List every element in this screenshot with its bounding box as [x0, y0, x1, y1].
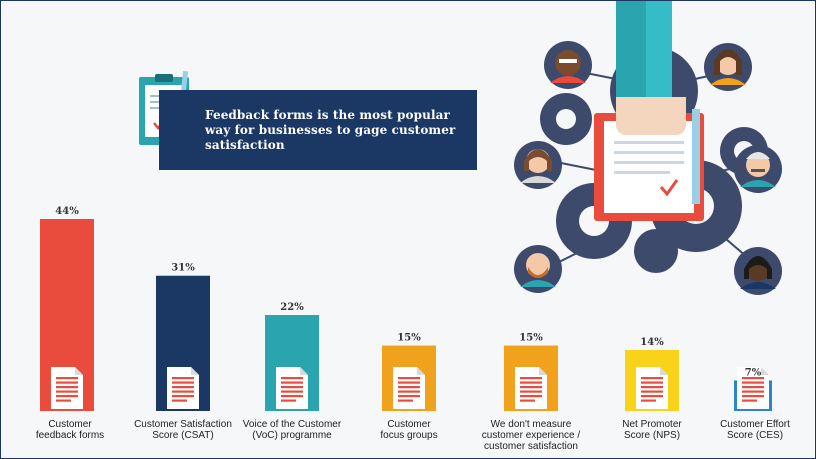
category-label: Voice of the Customer (VoC) programme [242, 419, 342, 441]
title-banner: Feedback forms is the most popular way f… [159, 90, 477, 170]
bar-value-label: 14% [640, 337, 664, 348]
category-label: Customer Satisfaction Score (CSAT) [134, 419, 232, 441]
category-label: We don't measure customer experience / c… [481, 419, 581, 452]
document-icon [636, 367, 668, 409]
bar-value-label: 15% [397, 333, 421, 344]
avatar-1 [544, 41, 592, 89]
bar-value-label: 22% [280, 302, 304, 313]
document-icon [393, 367, 425, 409]
bar-value-label: 44% [55, 206, 79, 217]
avatar-3 [514, 141, 562, 189]
customer-feedback-illustration [514, 1, 782, 295]
category-label: Customer feedback forms [35, 419, 105, 441]
avatar-2 [704, 43, 752, 91]
avatar-5 [514, 245, 562, 293]
document-icon [51, 367, 83, 409]
bar-value-label: 15% [519, 333, 543, 344]
document-icon [515, 367, 547, 409]
bar-value-label: 31% [171, 263, 195, 274]
document-icon [737, 367, 769, 409]
chart-title: Feedback forms is the most popular way f… [205, 108, 456, 152]
avatar-6 [734, 247, 782, 295]
document-icon [167, 367, 199, 409]
category-label: Customer focus groups [380, 419, 438, 441]
avatar-4 [734, 145, 782, 193]
document-icon [276, 367, 308, 409]
category-label: Net Promoter Score (NPS) [622, 419, 682, 441]
bar-value-label: 7% [745, 367, 762, 378]
category-label: Customer Effort Score (CES) [720, 419, 790, 441]
